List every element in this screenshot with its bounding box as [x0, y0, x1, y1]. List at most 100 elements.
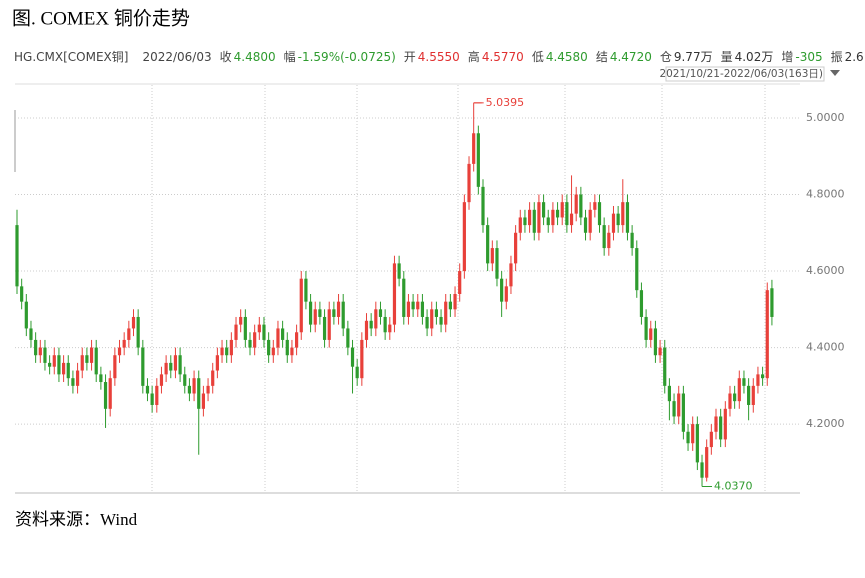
candle-body: [611, 213, 616, 233]
candle-body: [770, 288, 774, 317]
candle-body: [248, 339, 252, 348]
candle-body: [308, 301, 313, 325]
candle-body: [169, 362, 173, 371]
candle-body: [239, 316, 243, 325]
candle-body: [299, 278, 303, 333]
candle-body: [751, 385, 755, 405]
min-label: 4.0370: [714, 479, 753, 492]
candle-body: [472, 133, 476, 164]
candle-body: [555, 209, 560, 218]
info-value: -305: [795, 50, 822, 64]
candle-body: [201, 393, 205, 409]
candle-body: [588, 209, 592, 233]
candle-body: [411, 301, 415, 310]
candle-body: [117, 347, 122, 356]
candle-body: [34, 339, 38, 356]
info-label: 增: [781, 50, 793, 64]
candle-body: [374, 309, 378, 329]
info-label: HG.CMX[COMEX铜]: [14, 49, 128, 64]
candle-body: [383, 316, 387, 333]
candle-body: [276, 328, 280, 348]
candle-body: [220, 347, 224, 356]
candle-body: [155, 385, 159, 405]
y-tick-label: 4.2000: [806, 417, 845, 430]
candle-body: [733, 393, 737, 402]
candle-body: [500, 278, 504, 302]
y-tick-label: 5.0000: [806, 111, 845, 124]
candle-body: [136, 316, 140, 348]
candle-body: [285, 339, 289, 356]
candle-body: [99, 374, 103, 383]
candle-body: [574, 194, 578, 214]
candle-body: [327, 309, 331, 340]
candle-body: [490, 248, 494, 264]
candle-body: [616, 213, 620, 226]
range-box: [665, 66, 825, 82]
candle-body: [439, 316, 443, 325]
candle-body: [658, 347, 662, 356]
candle-body: [178, 355, 182, 375]
candle-body: [369, 320, 373, 329]
candle-body: [756, 374, 760, 386]
candle-body: [145, 385, 150, 394]
candle-body: [677, 393, 681, 417]
candle-body: [295, 332, 299, 348]
candle-body: [243, 316, 247, 340]
candle-body: [234, 324, 238, 340]
candle-body: [481, 186, 485, 226]
candle-body: [597, 202, 602, 226]
candle-body: [267, 339, 271, 356]
y-tick-label: 4.4000: [806, 341, 845, 354]
candle-body: [183, 374, 187, 386]
info-value: 4.4580: [546, 50, 588, 64]
chart-title: 图. COMEX 铜价走势: [12, 7, 190, 29]
candle-body: [723, 408, 727, 440]
info-label: 量: [721, 50, 733, 64]
candle-body: [509, 263, 513, 287]
info-value: 2022/06/03: [142, 50, 211, 64]
candle-body: [406, 301, 411, 317]
info-label: 高: [468, 49, 480, 64]
info-value: 4.4720: [610, 50, 652, 64]
info-value: 9.77万: [674, 50, 713, 64]
candle-body: [103, 382, 108, 409]
candle-body: [709, 431, 713, 448]
candle-body: [402, 278, 406, 317]
candle-body: [62, 362, 66, 375]
candle-body: [747, 385, 751, 405]
candle-body: [364, 320, 369, 340]
info-label: 收: [220, 50, 232, 64]
dropdown-icon[interactable]: [830, 70, 840, 76]
candle-body: [89, 347, 94, 363]
candle-body: [159, 374, 164, 386]
candle-body: [57, 355, 61, 375]
candle-body: [85, 355, 89, 363]
candle-body: [476, 133, 480, 187]
candle-body: [541, 202, 546, 218]
candle-body: [546, 217, 550, 226]
candle-body: [392, 263, 397, 325]
candle-body: [313, 309, 317, 325]
info-label: 低: [532, 50, 544, 64]
candle-body: [565, 202, 569, 226]
candle-body: [52, 355, 56, 367]
candle-body: [122, 339, 126, 348]
candle-body: [141, 347, 145, 386]
candle-body: [686, 431, 690, 444]
candle-body: [24, 301, 28, 329]
candle-body: [425, 316, 429, 329]
info-value: 2.61%: [845, 50, 865, 64]
candle-body: [113, 355, 117, 379]
candle-body: [173, 355, 178, 371]
candle-body: [336, 301, 341, 317]
candle-body: [593, 202, 597, 210]
candle-body: [257, 324, 261, 333]
candle-body: [388, 324, 392, 333]
y-tick-label: 4.6000: [806, 264, 845, 277]
info-label: 开: [404, 50, 416, 64]
candle-body: [667, 385, 671, 402]
candle-body: [430, 309, 434, 329]
info-value: 4.5550: [418, 50, 460, 64]
candle-body: [514, 232, 518, 264]
info-value: 4.02万: [735, 50, 774, 64]
